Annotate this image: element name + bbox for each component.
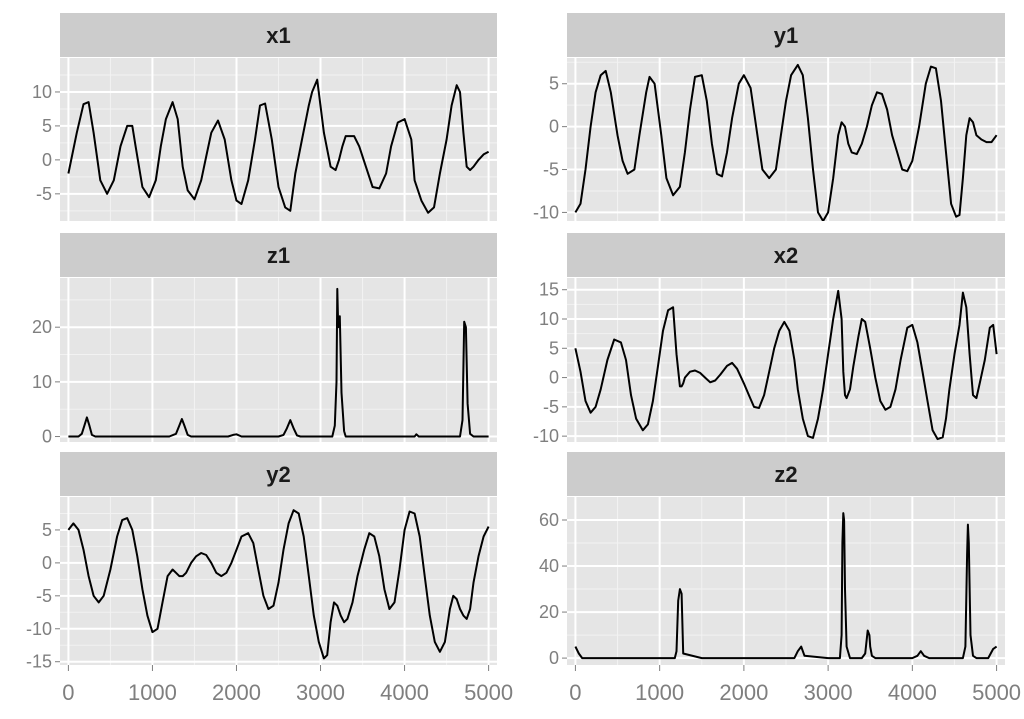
y-tick-label: 5 [42,116,52,136]
facet-panel-z2: z2 0 20 40 60 0 1000 2000 3000 4000 5000 [539,452,1021,705]
y-tick-label: 60 [539,510,559,530]
facet-strip-title: y1 [774,23,798,48]
series-line-z2 [574,512,998,660]
y-tick-label: 5 [549,74,559,94]
facet-panel-y2: y2 -15 -10 -5 0 5 0 1000 2000 3000 4000 5000 [26,452,513,705]
y-tick-label: 10 [32,372,52,392]
y-tick-label: -10 [533,426,559,446]
x-tick-label: 2000 [212,680,261,705]
y-tick-label: 0 [549,648,559,668]
x-tick-label: 0 [62,680,74,705]
y-tick-label: 5 [42,520,52,540]
x-tick-label: 1000 [635,680,684,705]
y-tick-label: -5 [36,586,52,606]
x-tick-label: 5000 [464,680,513,705]
x-tick-label: 5000 [972,680,1021,705]
series-line-x2 [574,289,998,441]
facet-panel-y1: y1 -10 -5 0 5 [533,13,1005,222]
y-tick-label: 40 [539,556,559,576]
y-tick-label: -5 [543,397,559,417]
facet-strip-title: z2 [774,462,797,487]
y-tick-label: 10 [539,309,559,329]
facet-strip-title: y2 [266,462,290,487]
facet-strip [567,452,1005,496]
y-tick-label: -10 [26,619,52,639]
x-tick-label: 4000 [380,680,429,705]
facet-strip-title: z1 [267,243,290,268]
x-tick-label: 1000 [128,680,177,705]
series-line-y2 [67,509,490,660]
facet-panel-x1: x1 -5 0 5 10 [32,13,497,221]
x-tick-label: 3000 [804,680,853,705]
y-tick-label: 15 [539,280,559,300]
y-tick-label: 20 [539,602,559,622]
facet-strip-title: x2 [774,243,798,268]
y-tick-label: 0 [42,150,52,170]
x-tick-label: 0 [569,680,581,705]
y-tick-label: 20 [32,317,52,337]
facet-strip [60,233,497,277]
series-line-x1 [67,78,490,214]
facet-panel-z1: z1 0 10 20 [32,233,497,447]
y-tick-label: 0 [42,553,52,573]
facet-strip [567,13,1005,57]
series-line-z1 [68,287,489,438]
x-tick-label: 4000 [888,680,937,705]
x-tick-label: 2000 [719,680,768,705]
y-tick-label: 10 [32,82,52,102]
series-line-y1 [574,63,998,221]
facet-strip [60,13,497,57]
y-tick-label: 0 [549,368,559,388]
y-tick-label: -5 [36,184,52,204]
y-tick-label: -5 [543,160,559,180]
facet-strip [60,452,497,496]
y-tick-label: 0 [42,427,52,447]
x-tick-label: 3000 [296,680,345,705]
y-tick-label: 0 [549,117,559,137]
facet-strip-title: x1 [266,23,290,48]
y-tick-label: 5 [549,338,559,358]
y-tick-label: -10 [533,202,559,222]
facet-panel-x2: x2 -10 -5 0 5 10 15 [533,233,1005,446]
facet-strip [567,233,1005,277]
y-tick-label: -15 [26,652,52,672]
